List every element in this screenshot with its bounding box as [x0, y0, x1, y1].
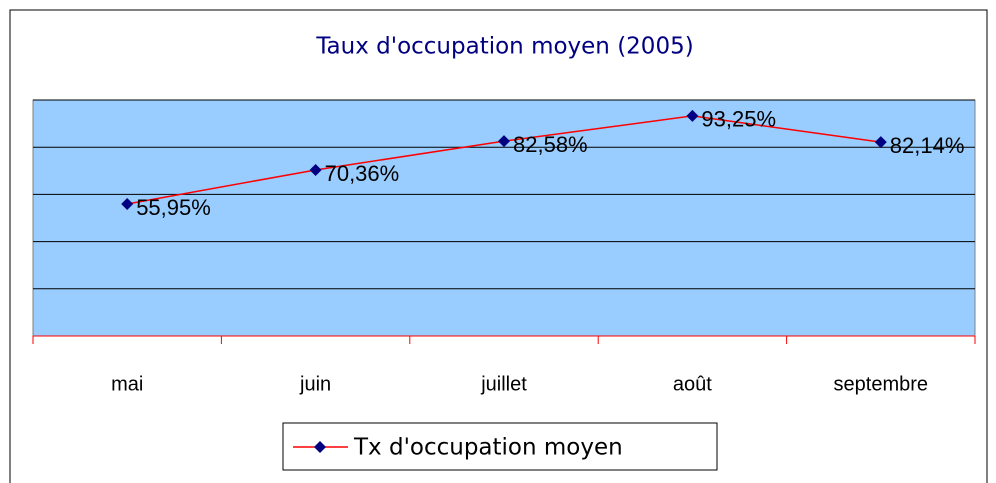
data-label: 70,36% — [325, 161, 400, 186]
marker — [874, 136, 887, 149]
legend-box — [282, 422, 718, 471]
marker — [121, 197, 134, 210]
data-label: 55,95% — [136, 195, 211, 220]
x-tick-label: août — [673, 373, 712, 395]
data-label: 82,58% — [513, 132, 588, 157]
data-label: 82,14% — [890, 133, 965, 158]
x-tick-label: juillet — [480, 373, 527, 395]
x-tick-label: mai — [111, 373, 143, 395]
marker — [498, 135, 510, 148]
x-tick-label: juin — [299, 373, 331, 395]
x-tick-label: septembre — [834, 373, 929, 395]
chart-title: Taux d'occupation moyen (2005) — [315, 34, 693, 60]
data-label: 93,25% — [701, 107, 776, 132]
legend-marker — [314, 441, 326, 453]
legend-label: Tx d'occupation moyen — [353, 435, 623, 461]
marker — [309, 163, 322, 176]
marker — [686, 109, 699, 122]
